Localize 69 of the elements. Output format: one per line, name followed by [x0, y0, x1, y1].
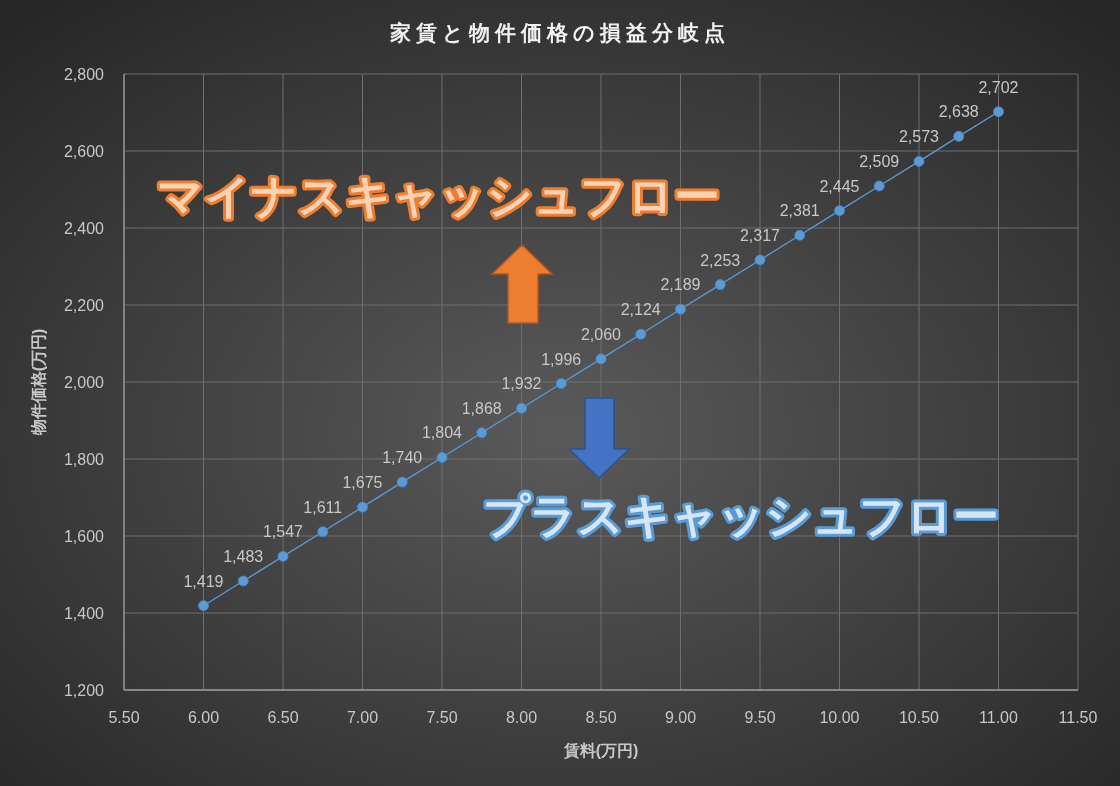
point — [714, 279, 726, 290]
point — [794, 229, 806, 241]
x-tick-label: 5.50 — [108, 709, 140, 726]
data-label: 1,932 — [501, 375, 542, 393]
x-axis-title: 賃料(万円) — [562, 742, 639, 760]
y-tick-label: 2,000 — [63, 374, 105, 391]
x-tick-label: 10.00 — [819, 709, 860, 726]
y-tick-label: 2,600 — [63, 143, 105, 160]
point — [237, 575, 249, 587]
x-tick-label: 11.00 — [979, 709, 1019, 726]
data-label: 1,868 — [461, 399, 502, 417]
data-label: 2,124 — [620, 301, 661, 319]
point — [834, 205, 845, 217]
x-tick-label: 6.00 — [187, 709, 220, 726]
point — [317, 526, 329, 538]
x-tick-label: 8.50 — [585, 709, 617, 726]
annotation: プラスキャッシュフロー — [483, 490, 999, 542]
data-label: 2,702 — [978, 78, 1019, 96]
data-label: 1,483 — [223, 548, 264, 566]
point — [277, 551, 289, 562]
data-label: 1,996 — [541, 350, 582, 368]
point — [198, 600, 209, 612]
data-label: 2,509 — [859, 153, 900, 171]
x-tick-label: 9.00 — [664, 709, 697, 726]
y-axis-title: 物件価格(万円) — [30, 328, 47, 437]
data-label: 1,804 — [421, 424, 463, 442]
data-label: 2,253 — [700, 251, 741, 269]
y-tick-label: 2,400 — [63, 220, 105, 237]
point — [754, 254, 766, 266]
point — [953, 130, 965, 142]
point — [396, 476, 408, 488]
data-label: 2,573 — [898, 128, 940, 146]
x-tick-label: 7.00 — [346, 709, 379, 726]
data-label: 1,547 — [262, 523, 304, 541]
x-tick-label: 8.00 — [505, 709, 538, 726]
x-tick-label: 7.50 — [426, 709, 458, 726]
data-label: 1,675 — [342, 474, 383, 492]
x-tick-label: 10.50 — [898, 709, 940, 726]
data-label: 1,611 — [303, 498, 343, 516]
point — [357, 501, 368, 513]
data-label: 1,740 — [382, 449, 423, 467]
point — [555, 378, 567, 389]
x-tick-label: 11.50 — [1058, 709, 1098, 726]
data-label: 2,381 — [779, 202, 820, 220]
point — [516, 402, 527, 414]
point — [635, 328, 647, 340]
point — [873, 180, 885, 192]
x-tick-label: 6.50 — [267, 709, 299, 726]
point — [436, 452, 448, 463]
point — [675, 303, 686, 315]
y-tick-label: 1,400 — [63, 605, 105, 622]
data-label: 2,445 — [819, 177, 860, 195]
data-label: 2,189 — [660, 276, 701, 294]
annotation: マイナスキャッシュフロー — [156, 170, 720, 222]
data-label: 1,419 — [183, 572, 224, 590]
y-tick-label: 1,800 — [63, 451, 105, 468]
point — [993, 106, 1004, 118]
point — [476, 427, 488, 439]
point — [595, 353, 607, 365]
chart-title: 家賃と物件価格の損益分岐点 — [389, 21, 730, 45]
y-tick-label: 2,200 — [63, 297, 105, 314]
data-label: 2,638 — [938, 103, 979, 121]
y-tick-label: 2,800 — [63, 66, 105, 83]
data-label: 2,317 — [739, 226, 781, 244]
data-label: 2,060 — [580, 325, 622, 343]
y-tick-label: 1,200 — [63, 682, 105, 699]
x-tick-label: 9.50 — [744, 709, 776, 726]
point — [913, 156, 925, 167]
y-tick-label: 1,600 — [63, 528, 105, 545]
